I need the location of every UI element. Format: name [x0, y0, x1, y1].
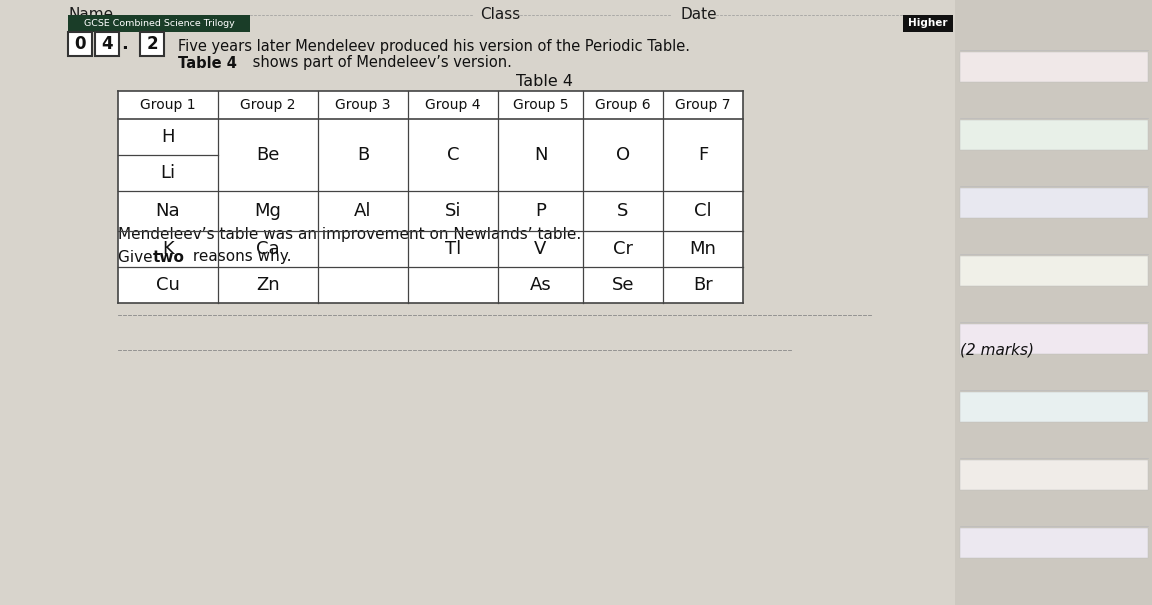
Text: Tl: Tl: [445, 240, 461, 258]
Text: Group 7: Group 7: [675, 98, 730, 112]
FancyBboxPatch shape: [955, 0, 1152, 605]
FancyBboxPatch shape: [960, 52, 1149, 82]
FancyBboxPatch shape: [903, 15, 953, 32]
FancyBboxPatch shape: [118, 91, 743, 303]
Text: Cr: Cr: [613, 240, 632, 258]
FancyBboxPatch shape: [141, 32, 164, 56]
FancyBboxPatch shape: [960, 392, 1149, 422]
FancyBboxPatch shape: [960, 528, 1149, 558]
Text: Mendeleev’s table was an improvement on Newlands’ table.: Mendeleev’s table was an improvement on …: [118, 227, 582, 243]
Text: Mg: Mg: [255, 202, 281, 220]
Text: Date: Date: [680, 7, 717, 22]
Text: two: two: [153, 249, 184, 264]
Text: Higher: Higher: [908, 19, 948, 28]
FancyBboxPatch shape: [960, 324, 1149, 354]
Text: H: H: [161, 128, 175, 146]
Text: Table 4: Table 4: [179, 56, 237, 71]
Text: Five years later Mendeleev produced his version of the Periodic Table.: Five years later Mendeleev produced his …: [179, 39, 690, 54]
Text: 0: 0: [74, 35, 85, 53]
FancyBboxPatch shape: [94, 32, 119, 56]
Text: Al: Al: [355, 202, 372, 220]
FancyBboxPatch shape: [960, 188, 1149, 218]
Text: Give: Give: [118, 249, 158, 264]
FancyBboxPatch shape: [68, 32, 92, 56]
Text: P: P: [535, 202, 546, 220]
Text: N: N: [533, 146, 547, 164]
Text: Group 6: Group 6: [596, 98, 651, 112]
Text: Mn: Mn: [690, 240, 717, 258]
Text: Group 3: Group 3: [335, 98, 391, 112]
Text: Li: Li: [160, 164, 175, 182]
Text: reasons why.: reasons why.: [188, 249, 291, 264]
Text: As: As: [530, 276, 552, 294]
FancyBboxPatch shape: [960, 120, 1149, 150]
Text: Na: Na: [156, 202, 181, 220]
Text: Class: Class: [480, 7, 521, 22]
Text: V: V: [535, 240, 547, 258]
Text: .: .: [122, 35, 128, 53]
Text: Br: Br: [694, 276, 713, 294]
Text: Table 4: Table 4: [516, 73, 574, 88]
FancyBboxPatch shape: [960, 256, 1149, 286]
Text: Se: Se: [612, 276, 635, 294]
Text: Si: Si: [445, 202, 461, 220]
Text: O: O: [616, 146, 630, 164]
Text: Zn: Zn: [256, 276, 280, 294]
Text: shows part of Mendeleev’s version.: shows part of Mendeleev’s version.: [248, 56, 511, 71]
Text: K: K: [162, 240, 174, 258]
FancyBboxPatch shape: [68, 15, 250, 32]
Text: 2: 2: [146, 35, 158, 53]
Text: Ca: Ca: [256, 240, 280, 258]
Text: Cl: Cl: [695, 202, 712, 220]
Text: GCSE Combined Science Trilogy: GCSE Combined Science Trilogy: [84, 19, 234, 28]
Text: Group 4: Group 4: [425, 98, 480, 112]
Text: Group 5: Group 5: [513, 98, 568, 112]
FancyBboxPatch shape: [960, 460, 1149, 490]
Text: B: B: [357, 146, 369, 164]
Text: Group 2: Group 2: [241, 98, 296, 112]
Text: C: C: [447, 146, 460, 164]
Text: Group 1: Group 1: [141, 98, 196, 112]
Text: 4: 4: [101, 35, 113, 53]
Text: F: F: [698, 146, 708, 164]
Text: S: S: [617, 202, 629, 220]
Text: Name: Name: [68, 7, 113, 22]
Text: Be: Be: [256, 146, 280, 164]
Text: Cu: Cu: [156, 276, 180, 294]
Text: (2 marks): (2 marks): [960, 342, 1034, 358]
